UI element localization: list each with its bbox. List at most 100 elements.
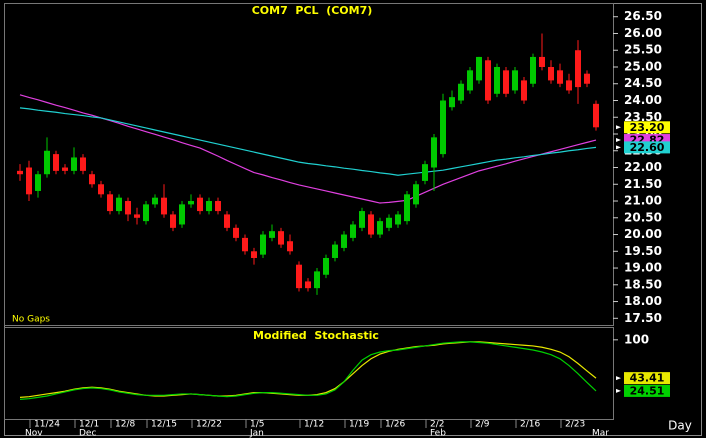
chart-title: COM7 PCL (COM7) — [252, 4, 373, 17]
candle-body — [449, 97, 455, 108]
candle-body — [17, 170, 23, 175]
panel-title: Modified Stochastic — [253, 329, 379, 342]
x-tick-label: 1/26 — [385, 420, 405, 430]
pointer — [616, 138, 621, 143]
y-tick-label: 21.00 — [624, 194, 662, 208]
y-tick-label: 20.50 — [624, 210, 662, 224]
stochastic-panel — [4, 327, 614, 420]
value-label-box — [624, 384, 670, 397]
value-label-box — [624, 141, 670, 154]
candle-body — [557, 70, 563, 84]
y-tick-label: 17.50 — [624, 311, 662, 325]
candle-body — [224, 214, 230, 228]
candle-body — [26, 167, 32, 195]
candle-body — [404, 194, 410, 222]
candle-body — [62, 167, 68, 171]
candle-body — [467, 70, 473, 91]
y-tick-label: 22.00 — [624, 160, 662, 174]
x-tick-label: 1/5 — [250, 420, 264, 430]
x-tick-label: 12/1 — [79, 420, 99, 430]
candle-body — [593, 103, 599, 128]
candle-body — [521, 80, 527, 101]
y-tick-label: 19.50 — [624, 244, 662, 258]
candle-body — [125, 201, 131, 215]
candle-body — [341, 234, 347, 248]
pointer — [616, 125, 621, 130]
candle-body — [89, 174, 95, 185]
candle-body — [170, 214, 176, 228]
candle-body — [431, 137, 437, 168]
candle-body — [296, 264, 302, 289]
x-tick-label: 11/24 — [34, 420, 60, 430]
y-tick-label: 24.50 — [624, 76, 662, 90]
moving-average-line — [19, 107, 597, 176]
stochastic-line — [19, 341, 597, 400]
candle-body — [269, 231, 275, 238]
value-label: 24.51 — [630, 384, 665, 397]
y-tick-label: 26.00 — [624, 26, 662, 40]
x-tick-label: 12/22 — [196, 420, 222, 430]
pointer — [616, 145, 621, 150]
y-tick-label: 24.00 — [624, 93, 662, 107]
candle-body — [206, 201, 212, 212]
month-label: Nov — [25, 429, 43, 438]
candle-body — [386, 217, 392, 228]
note: No Gaps — [12, 315, 50, 325]
month-label: Feb — [430, 429, 446, 438]
candle-body — [548, 66, 554, 81]
candle-body — [359, 211, 365, 228]
candle-body — [35, 174, 41, 191]
candle-body — [539, 56, 545, 67]
month-label: Dec — [79, 429, 96, 438]
candle-body — [377, 221, 383, 235]
x-tick-label: 1/12 — [304, 420, 324, 430]
month-label: Mar — [592, 429, 609, 438]
candle-body — [107, 194, 113, 212]
candle-body — [71, 157, 77, 171]
x-tick-label: 2/2 — [430, 420, 444, 430]
candle-body — [305, 281, 311, 289]
candle-body — [332, 244, 338, 258]
candle-body — [503, 70, 509, 94]
value-label: 23.20 — [630, 121, 665, 134]
y-tick-label: 19.00 — [624, 261, 662, 275]
candle-body — [152, 197, 158, 205]
x-axis-label: Day — [668, 419, 692, 433]
value-label: 43.41 — [630, 372, 665, 385]
y-tick-label: 21.50 — [624, 177, 662, 191]
candle-body — [584, 73, 590, 84]
pointer — [616, 376, 621, 381]
candle-body — [413, 184, 419, 205]
candle-body — [314, 271, 320, 289]
candle-body — [566, 80, 572, 91]
candle-body — [233, 227, 239, 238]
candle-body — [161, 197, 167, 215]
candle-body — [98, 184, 104, 195]
candle-body — [53, 154, 59, 171]
candle-body — [458, 83, 464, 101]
candle-body — [440, 100, 446, 155]
y-tick-label: 23.50 — [624, 110, 662, 124]
x-tick-label: 12/15 — [151, 420, 177, 430]
value-label-box — [624, 372, 670, 385]
candle-body — [494, 66, 500, 94]
candle-body — [215, 201, 221, 212]
y-tick-label: 18.00 — [624, 294, 662, 308]
y-tick-label: 100 — [624, 332, 649, 346]
y-tick-label: 18.50 — [624, 277, 662, 291]
candle-body — [242, 237, 248, 252]
pointer — [616, 388, 621, 393]
x-tick-label: 2/9 — [475, 420, 490, 430]
candle-body — [530, 56, 536, 84]
candle-body — [278, 231, 284, 245]
candle-body — [188, 201, 194, 205]
candle-body — [575, 50, 581, 88]
candle-body — [80, 157, 86, 171]
candle-body — [134, 214, 140, 218]
candle-body — [179, 204, 185, 225]
candle-body — [143, 204, 149, 222]
y-tick-label: 26.50 — [624, 9, 662, 23]
x-tick-label: 2/23 — [565, 420, 585, 430]
x-tick-label: 1/19 — [349, 420, 369, 430]
